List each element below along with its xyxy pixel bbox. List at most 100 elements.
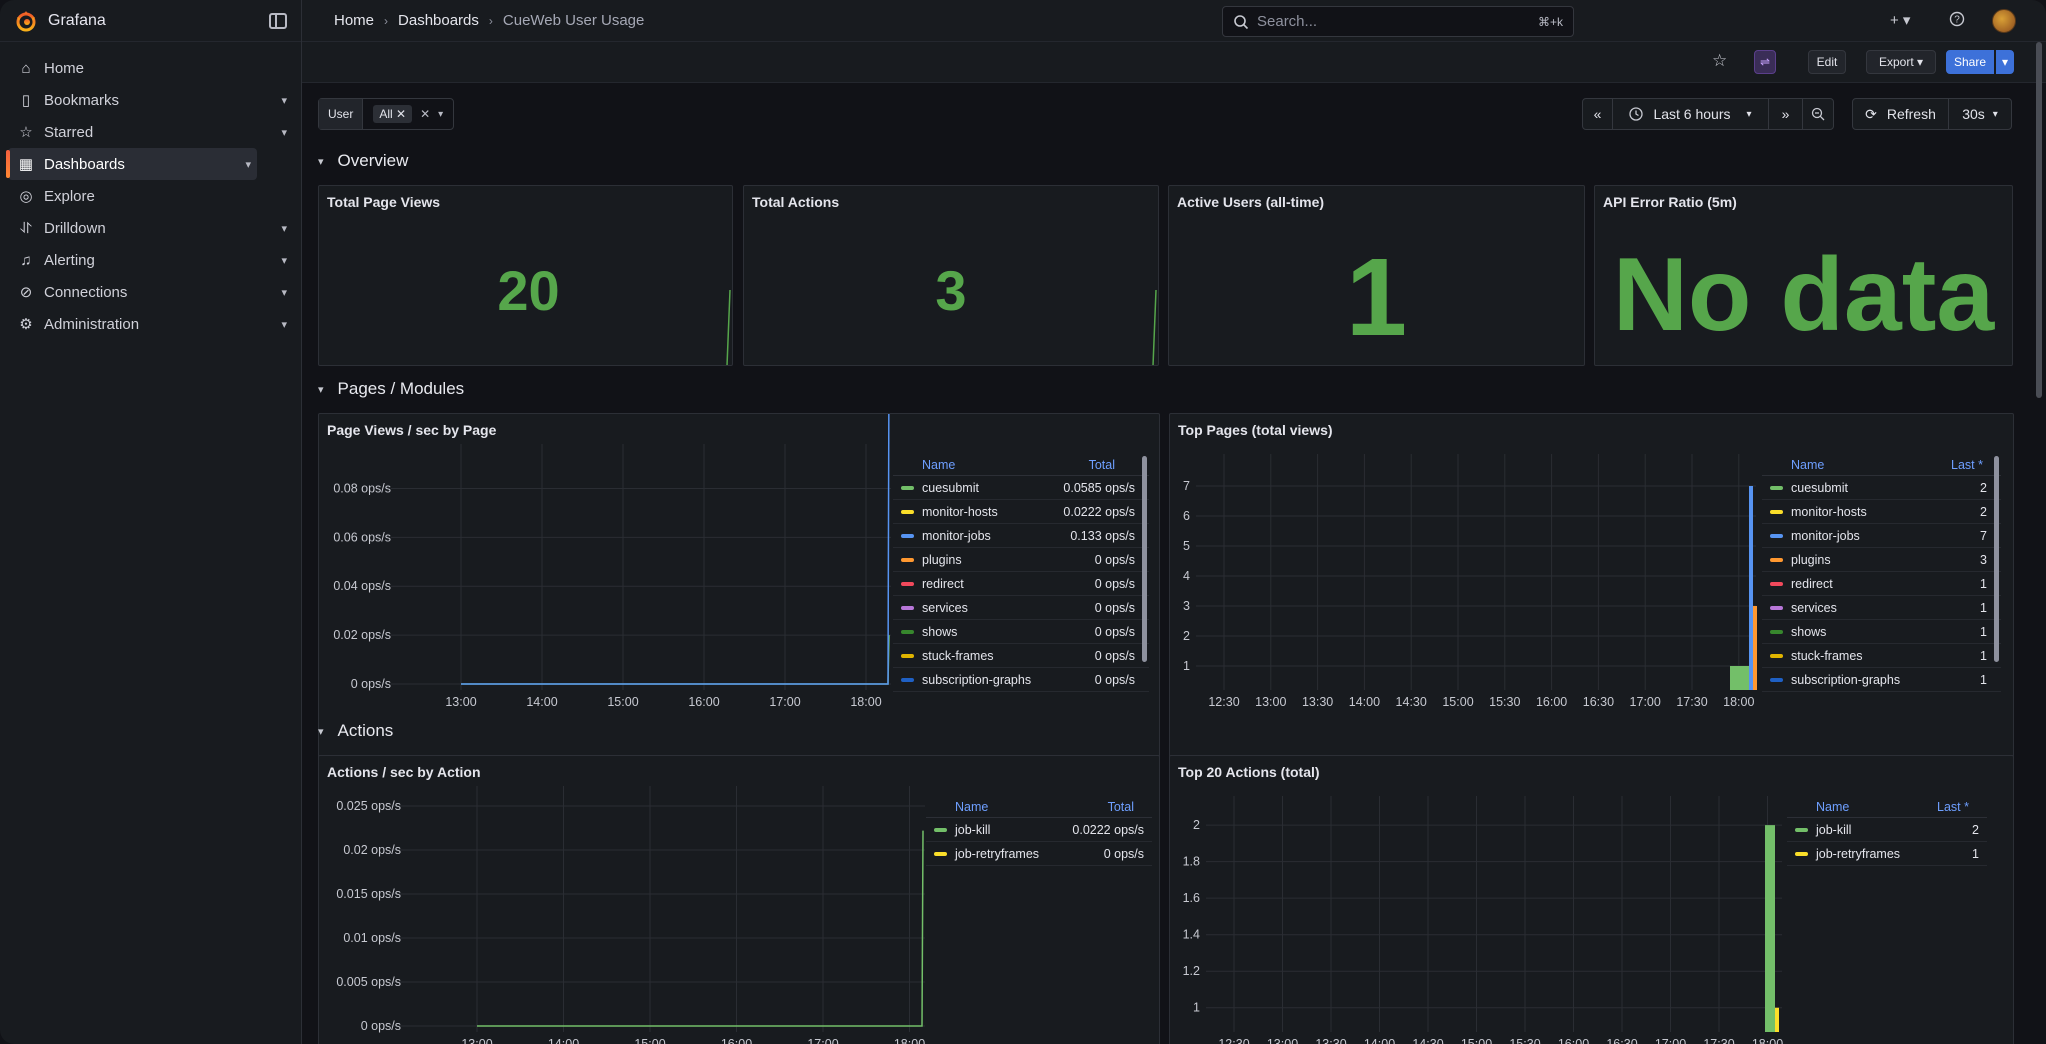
chevron-down-icon[interactable]: ▾ <box>245 158 251 171</box>
add-new-icon[interactable]: + ▾ <box>1890 12 1911 29</box>
legend-item[interactable]: plugins 0 ops/s <box>893 548 1149 572</box>
legend-value-header[interactable]: Total <box>1107 799 1134 814</box>
legend-item[interactable]: redirect 0 ops/s <box>893 572 1149 596</box>
legend-item[interactable]: stuck-frames 0 ops/s <box>893 644 1149 668</box>
legend-value-header[interactable]: Last * <box>1937 799 1969 814</box>
sidebar-item-drilldown[interactable]: ⥯ Drilldown ▾ <box>8 212 293 244</box>
public-dashboard-icon[interactable]: ⇌ <box>1754 50 1776 74</box>
bar-cuesubmit[interactable] <box>1730 666 1749 690</box>
legend-name-header[interactable]: Name <box>955 799 989 814</box>
search-input[interactable]: Search... ⌘+k <box>1222 6 1574 37</box>
sidebar-item-home[interactable]: ⌂ Home <box>8 52 293 84</box>
help-icon[interactable]: ? <box>1949 11 1965 31</box>
share-options-chevron-icon[interactable]: ▾ <box>1996 50 2014 74</box>
edit-button[interactable]: Edit <box>1808 50 1846 74</box>
time-shift-back-icon[interactable]: « <box>1583 99 1613 129</box>
legend-scrollbar[interactable] <box>1994 456 1999 662</box>
chevron-down-icon[interactable]: ▾ <box>281 286 287 299</box>
legend-item[interactable]: job-retryframes 1 <box>1787 842 1987 866</box>
export-button[interactable]: Export ▾ <box>1866 50 1936 74</box>
time-shift-forward-icon[interactable]: » <box>1769 99 1803 129</box>
row-collapse-icon[interactable]: ▾ <box>318 383 324 396</box>
legend-item[interactable]: cuesubmit 0.0585 ops/s <box>893 476 1149 500</box>
chevron-down-icon[interactable]: ▾ <box>281 222 287 235</box>
panel-actions-rate[interactable]: Actions / sec by Action 0 ops/s 0.005 ops… <box>318 755 1160 1044</box>
sidebar-item-connections[interactable]: ⊘ Connections ▾ <box>8 276 293 308</box>
stat-panel-total-actions[interactable]: Total Actions 3 <box>743 185 1159 366</box>
zoom-out-icon[interactable] <box>1803 99 1833 129</box>
panel-top-actions[interactable]: Top 20 Actions (total) 1 1.2 1.4 1.6 1.8 2 12:… <box>1169 755 2014 1044</box>
legend-item[interactable]: job-kill 2 <box>1787 818 1987 842</box>
sidebar-item-dashboards[interactable]: ▦ Dashboards ▾ <box>6 148 257 180</box>
breadcrumb-dashboards[interactable]: Dashboards <box>398 12 479 29</box>
legend-item[interactable]: shows 0 ops/s <box>893 620 1149 644</box>
sidebar-item-administration[interactable]: ⚙ Administration ▾ <box>8 308 293 340</box>
stat-panel-api-error-ratio[interactable]: API Error Ratio (5m) No data <box>1594 185 2013 366</box>
row-overview[interactable]: ▾ Overview <box>318 151 408 171</box>
row-actions[interactable]: ▾ Actions <box>318 721 393 741</box>
legend-name-header[interactable]: Name <box>1816 799 1850 814</box>
grafana-logo-icon[interactable] <box>14 9 38 33</box>
bar-monitor-jobs[interactable] <box>1749 486 1753 690</box>
legend-item[interactable]: monitor-hosts 2 <box>1762 500 2001 524</box>
page-views-chart[interactable]: 0 ops/s 0.02 ops/s 0.04 ops/s 0.06 ops/s 0.0… <box>319 414 899 714</box>
legend-item[interactable]: services 0 ops/s <box>893 596 1149 620</box>
series-line-monitor-jobs[interactable] <box>461 414 890 685</box>
legend-item[interactable]: monitor-jobs 0.133 ops/s <box>893 524 1149 548</box>
user-avatar[interactable] <box>1992 9 2016 33</box>
chevron-down-icon[interactable]: ▾ <box>281 126 287 139</box>
user-variable[interactable]: User All ✕ ✕ ▾ <box>318 98 455 130</box>
legend-item[interactable]: cuesubmit 2 <box>1762 476 2001 500</box>
breadcrumb-home[interactable]: Home <box>334 12 375 29</box>
refresh-button[interactable]: ⟳ Refresh <box>1853 99 1949 129</box>
stat-panel-active-users[interactable]: Active Users (all-time) 1 <box>1168 185 1585 366</box>
legend-name-header[interactable]: Name <box>1791 457 1825 472</box>
legend-scrollbar[interactable] <box>1142 456 1147 662</box>
panel-top-pages[interactable]: Top Pages (total views) 1 2 3 4 5 6 7 12:30 13:0… <box>1169 413 2014 793</box>
refresh-interval-picker[interactable]: 30s ▾ <box>1949 99 2011 129</box>
legend-value-header[interactable]: Total <box>1088 457 1115 472</box>
legend-name-header[interactable]: Name <box>922 457 956 472</box>
legend-item[interactable]: job-kill 0.0222 ops/s <box>926 818 1152 842</box>
top-pages-chart[interactable]: 1 2 3 4 5 6 7 12:30 13:00 13:30 14:00 14:30 15:00 15:… <box>1170 414 1770 714</box>
legend-item[interactable]: redirect 1 <box>1762 572 2001 596</box>
sidebar-item-alerting[interactable]: ♫ Alerting ▾ <box>8 244 293 276</box>
legend-value-header[interactable]: Last * <box>1951 457 1983 472</box>
row-collapse-icon[interactable]: ▾ <box>318 725 324 738</box>
actions-rate-chart[interactable]: 0 ops/s 0.005 ops/s 0.01 ops/s 0.015 ops/s 0… <box>319 756 934 1044</box>
legend-item[interactable]: subscription-graphs 0 ops/s <box>893 668 1149 692</box>
chip-remove-icon[interactable]: ✕ <box>396 107 407 121</box>
bar-job-kill[interactable] <box>1765 825 1775 1032</box>
bar-job-retryframes[interactable] <box>1775 1007 1779 1032</box>
row-collapse-icon[interactable]: ▾ <box>318 155 324 168</box>
legend-item[interactable]: stuck-frames 1 <box>1762 644 2001 668</box>
row-pages-modules[interactable]: ▾ Pages / Modules <box>318 379 464 399</box>
legend-item[interactable]: plugins 3 <box>1762 548 2001 572</box>
series-line-job-kill[interactable] <box>477 830 924 1027</box>
star-icon[interactable]: ☆ <box>1712 51 1728 70</box>
chevron-down-icon[interactable]: ▾ <box>281 254 287 267</box>
chevron-down-icon[interactable]: ▾ <box>281 318 287 331</box>
dock-menu-icon[interactable] <box>269 12 287 29</box>
top-actions-chart[interactable]: 1 1.2 1.4 1.6 1.8 2 12:30 13:00 13:30 14:00 14:30 1… <box>1170 756 1795 1044</box>
chevron-down-icon[interactable]: ▾ <box>281 94 287 107</box>
series-line-cuesubmit[interactable] <box>461 635 890 685</box>
legend-item[interactable]: monitor-hosts 0.0222 ops/s <box>893 500 1149 524</box>
user-variable-value[interactable]: All ✕ ✕ ▾ <box>363 99 453 129</box>
legend-item[interactable]: monitor-jobs 7 <box>1762 524 2001 548</box>
stat-panel-total-page-views[interactable]: Total Page Views 20 <box>318 185 733 366</box>
legend-item[interactable]: job-retryframes 0 ops/s <box>926 842 1152 866</box>
legend-item[interactable]: subscription-graphs 1 <box>1762 668 2001 692</box>
clear-icon[interactable]: ✕ <box>420 107 431 121</box>
user-chip[interactable]: All ✕ <box>373 105 413 123</box>
sidebar-item-explore[interactable]: ◎ Explore <box>8 180 293 212</box>
panel-page-views-rate[interactable]: Page Views / sec by Page 0 ops/s 0.02 ops… <box>318 413 1160 793</box>
share-button[interactable]: Share <box>1946 50 1994 74</box>
sidebar-item-starred[interactable]: ☆ Starred ▾ <box>8 116 293 148</box>
time-range-picker[interactable]: Last 6 hours ▾ <box>1613 99 1769 129</box>
page-scrollbar[interactable] <box>2036 42 2042 398</box>
chevron-down-icon[interactable]: ▾ <box>438 108 444 120</box>
legend-item[interactable]: shows 1 <box>1762 620 2001 644</box>
bar-plugins[interactable] <box>1753 606 1757 690</box>
sidebar-item-bookmarks[interactable]: ▯ Bookmarks ▾ <box>8 84 293 116</box>
